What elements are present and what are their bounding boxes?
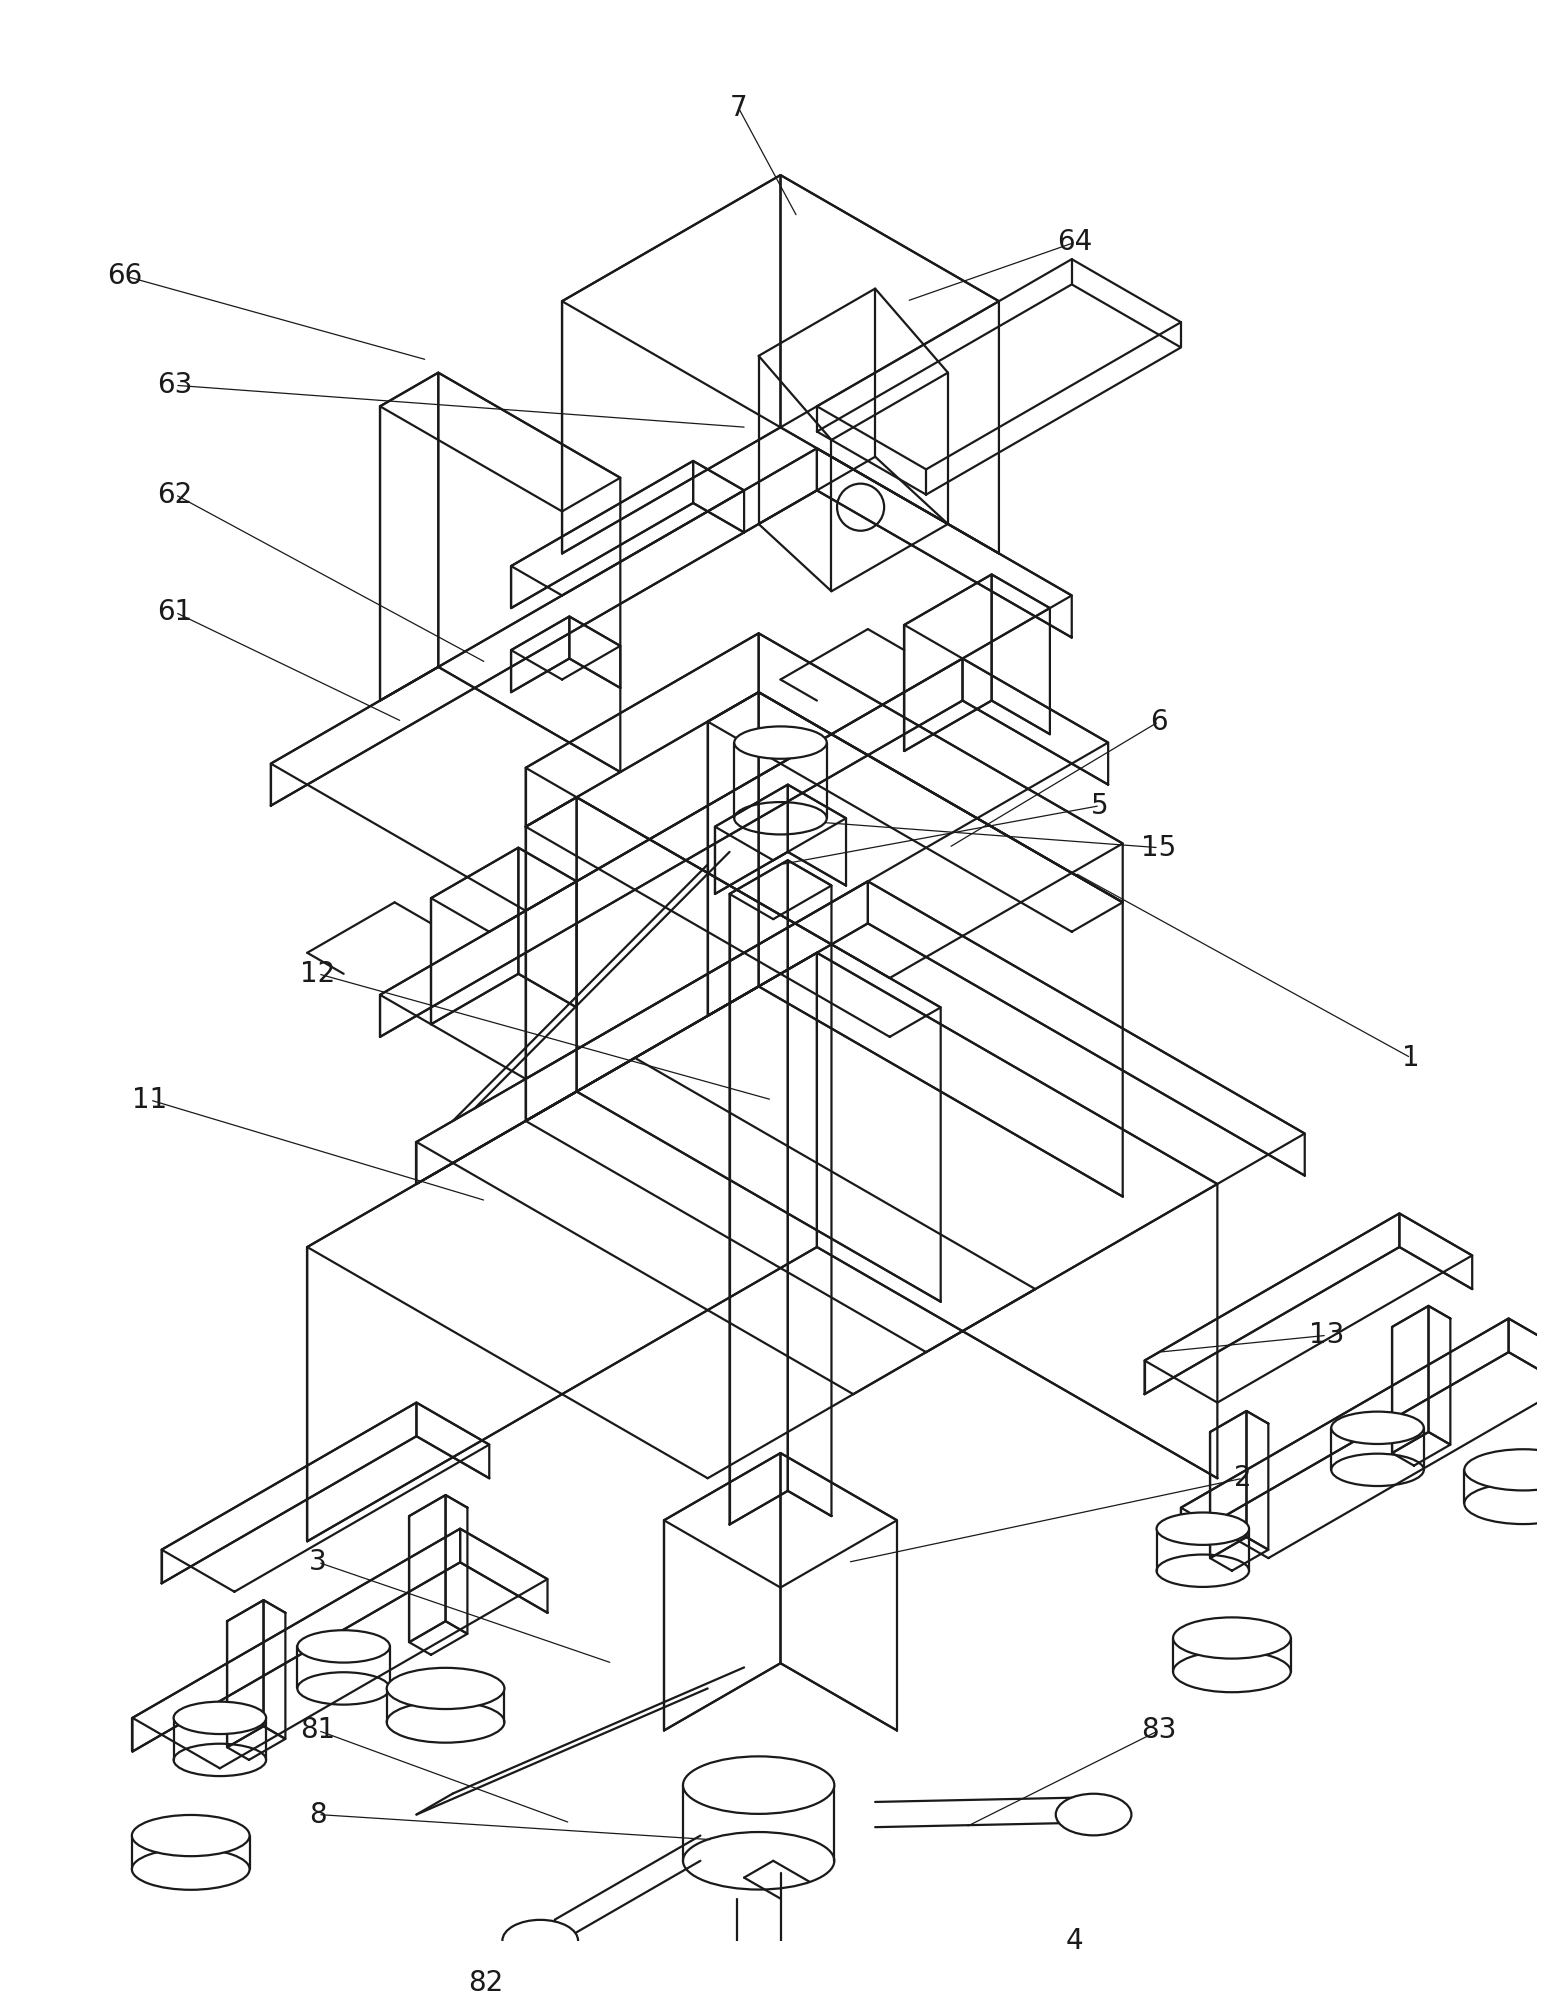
Ellipse shape <box>387 1668 504 1710</box>
Text: 82: 82 <box>468 1969 504 1995</box>
Ellipse shape <box>734 726 827 758</box>
Ellipse shape <box>131 1815 250 1855</box>
Text: 12: 12 <box>300 960 336 988</box>
Ellipse shape <box>1332 1412 1424 1444</box>
Text: 7: 7 <box>729 94 748 122</box>
Ellipse shape <box>684 1756 834 1813</box>
Text: 6: 6 <box>1150 708 1168 736</box>
Text: 81: 81 <box>300 1716 336 1744</box>
Text: 1: 1 <box>1402 1043 1421 1071</box>
Ellipse shape <box>173 1702 265 1734</box>
Text: 66: 66 <box>108 261 142 289</box>
Ellipse shape <box>1172 1618 1291 1658</box>
Ellipse shape <box>503 1919 578 1961</box>
Text: 13: 13 <box>1310 1321 1344 1349</box>
Text: 63: 63 <box>158 371 194 399</box>
Text: 64: 64 <box>1057 227 1093 255</box>
Text: 15: 15 <box>1141 834 1177 862</box>
Ellipse shape <box>1055 1794 1132 1835</box>
Text: 62: 62 <box>158 481 194 509</box>
Ellipse shape <box>298 1630 390 1662</box>
Text: 2: 2 <box>1235 1464 1252 1492</box>
Text: 83: 83 <box>1141 1716 1177 1744</box>
Text: 4: 4 <box>1066 1927 1083 1955</box>
Text: 5: 5 <box>1091 792 1108 820</box>
Text: 3: 3 <box>309 1548 326 1576</box>
Text: 11: 11 <box>133 1085 167 1113</box>
Text: 61: 61 <box>158 598 194 626</box>
Text: 8: 8 <box>309 1801 326 1829</box>
Ellipse shape <box>1464 1448 1561 1490</box>
Ellipse shape <box>1157 1512 1249 1544</box>
